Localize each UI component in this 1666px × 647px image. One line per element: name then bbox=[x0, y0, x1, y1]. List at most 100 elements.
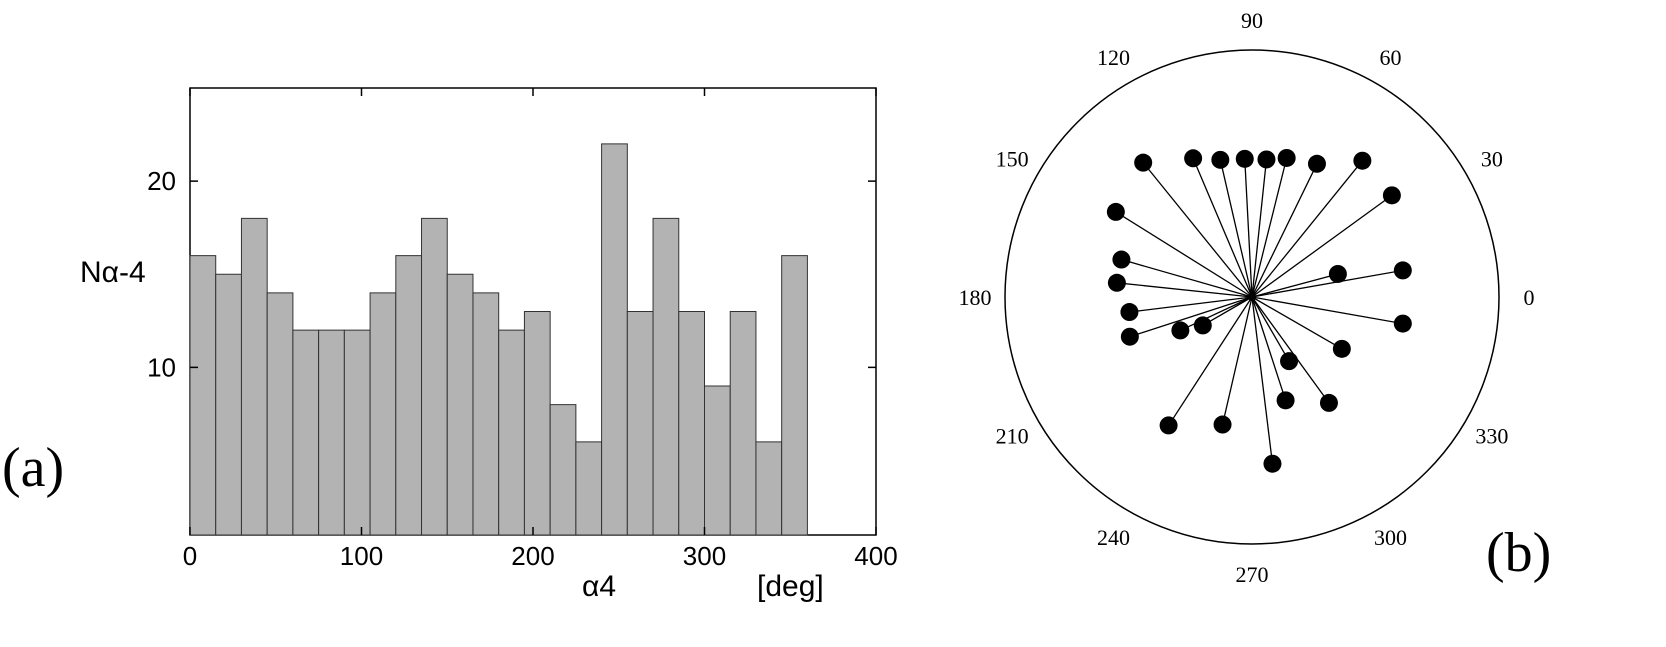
histogram-bar bbox=[318, 329, 345, 536]
x-axis-label: α4 bbox=[582, 570, 616, 603]
polar-point bbox=[1134, 153, 1153, 172]
histogram-bar bbox=[240, 217, 268, 536]
polar-outer-circle bbox=[1004, 49, 1500, 545]
polar-point bbox=[1171, 321, 1190, 340]
histogram-bar bbox=[755, 441, 783, 536]
polar-spoke bbox=[1219, 159, 1253, 298]
histogram-bar bbox=[704, 385, 731, 536]
histogram-bar bbox=[678, 311, 706, 536]
histogram-bar bbox=[343, 329, 371, 536]
polar-point bbox=[1107, 273, 1126, 292]
polar-spokes bbox=[1115, 157, 1403, 464]
polar-spoke bbox=[1129, 296, 1253, 338]
polar-spoke bbox=[1115, 211, 1253, 298]
polar-point bbox=[1193, 316, 1212, 335]
polar-points bbox=[1106, 148, 1412, 473]
polar-point bbox=[1382, 186, 1401, 205]
polar-angle-label: 60 bbox=[1380, 45, 1402, 70]
histogram-chart: 0 100 200 300 400 10 20 Nα-4 α4 [deg] bbox=[80, 87, 898, 603]
polar-angle-label: 240 bbox=[1097, 525, 1130, 550]
histogram-bar bbox=[729, 311, 757, 536]
y-tick-label: 10 bbox=[147, 352, 176, 382]
histogram-bar bbox=[395, 255, 423, 536]
polar-spoke bbox=[1142, 162, 1253, 298]
histogram-bar bbox=[446, 273, 474, 536]
histogram-bar bbox=[421, 217, 448, 536]
polar-spoke bbox=[1251, 296, 1330, 404]
polar-point bbox=[1393, 261, 1412, 280]
polar-point bbox=[1277, 148, 1296, 167]
polar-point bbox=[1112, 250, 1131, 269]
polar-point bbox=[1257, 150, 1276, 169]
histogram-bar bbox=[472, 292, 500, 536]
polar-point bbox=[1353, 151, 1372, 170]
polar-angle-labels: 0 30 60 90 120 150 180 210 240 270 300 330 bbox=[959, 8, 1535, 587]
polar-spoke bbox=[1251, 163, 1318, 298]
polar-point bbox=[1120, 303, 1139, 322]
polar-spoke bbox=[1251, 269, 1403, 298]
polar-point bbox=[1393, 314, 1412, 333]
polar-spoke bbox=[1244, 158, 1253, 298]
panel-label-b: (b) bbox=[1486, 522, 1551, 584]
polar-point bbox=[1332, 339, 1351, 358]
polar-spoke bbox=[1202, 296, 1253, 326]
polar-center bbox=[1248, 293, 1256, 301]
x-tick-label: 300 bbox=[683, 541, 726, 571]
polar-spoke bbox=[1251, 159, 1268, 298]
x-tick-label: 400 bbox=[854, 541, 897, 571]
polar-angle-label: 330 bbox=[1475, 424, 1508, 449]
polar-point bbox=[1159, 416, 1178, 435]
polar-point bbox=[1280, 352, 1299, 371]
polar-spoke bbox=[1251, 296, 1274, 464]
histogram-bar bbox=[498, 329, 525, 536]
polar-spoke bbox=[1251, 157, 1288, 298]
polar-angle-label: 120 bbox=[1097, 45, 1130, 70]
histogram-bar bbox=[266, 292, 294, 536]
polar-angle-label: 180 bbox=[959, 285, 992, 310]
polar-spoke bbox=[1251, 296, 1343, 350]
polar-point bbox=[1328, 264, 1347, 283]
polar-point bbox=[1263, 454, 1282, 473]
histogram-bar bbox=[369, 292, 397, 536]
polar-angle-label: 210 bbox=[996, 424, 1029, 449]
polar-angle-label: 90 bbox=[1241, 8, 1263, 33]
polar-angle-label: 300 bbox=[1374, 525, 1407, 550]
polar-spoke bbox=[1129, 296, 1253, 313]
polar-spoke bbox=[1116, 282, 1253, 298]
polar-angle-label: 270 bbox=[1236, 562, 1269, 587]
polar-spoke bbox=[1121, 258, 1253, 298]
polar-spoke bbox=[1168, 296, 1253, 426]
polar-point bbox=[1120, 327, 1139, 346]
y-axis-label: Nα-4 bbox=[80, 256, 146, 289]
y-tick-label: 20 bbox=[147, 166, 176, 196]
histogram-bar bbox=[189, 255, 217, 536]
polar-point bbox=[1184, 149, 1203, 168]
histogram-bar bbox=[549, 404, 577, 536]
histogram-bar bbox=[781, 255, 808, 536]
polar-spoke bbox=[1221, 296, 1253, 425]
histogram-bar bbox=[215, 273, 242, 536]
x-tick-label: 100 bbox=[340, 541, 383, 571]
polar-spoke bbox=[1251, 160, 1363, 298]
polar-angle-label: 150 bbox=[996, 147, 1029, 172]
polar-angle-label: 0 bbox=[1524, 285, 1535, 310]
histogram-bar bbox=[601, 143, 628, 536]
histogram-bars bbox=[189, 143, 808, 536]
histogram-bar bbox=[292, 329, 320, 536]
histogram-bar bbox=[652, 217, 680, 536]
x-tick-label: 200 bbox=[511, 541, 554, 571]
polar-point bbox=[1235, 149, 1254, 168]
histogram-bar bbox=[523, 311, 551, 536]
polar-spoke bbox=[1251, 296, 1287, 401]
polar-point bbox=[1307, 154, 1326, 173]
polar-chart: 0 30 60 90 120 150 180 210 240 270 300 330 bbox=[959, 8, 1535, 587]
polar-spoke bbox=[1251, 194, 1393, 298]
polar-spoke bbox=[1251, 273, 1339, 298]
polar-point bbox=[1211, 150, 1230, 169]
polar-spoke bbox=[1192, 158, 1253, 298]
polar-spoke bbox=[1180, 296, 1253, 331]
polar-spoke bbox=[1251, 296, 1403, 325]
histogram-bar bbox=[626, 311, 654, 536]
polar-point bbox=[1106, 202, 1125, 221]
